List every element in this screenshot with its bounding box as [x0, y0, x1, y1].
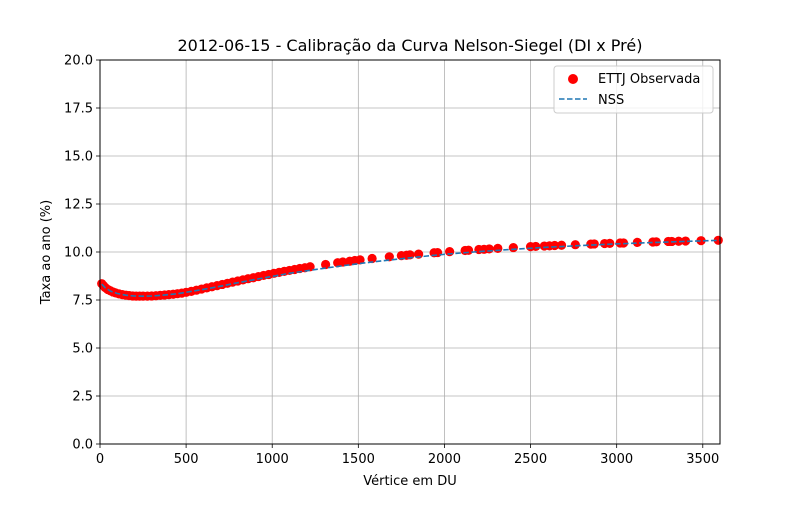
- x-tick-label: 3000: [600, 452, 633, 467]
- y-tick-label: 7.5: [72, 294, 93, 309]
- observed-point: [605, 238, 615, 248]
- tick-layer: 0 500 1000 1500 2000 2500 3000 3500 0.0 2.5 5.0 7.5…: [64, 54, 719, 468]
- observed-point: [305, 262, 315, 272]
- observed-point: [556, 240, 567, 250]
- y-tick-label: 5.0: [72, 342, 93, 357]
- y-tick-label: 0.0: [72, 438, 93, 453]
- legend: ETTJ Observada NSS: [553, 65, 714, 114]
- y-tick-label: 10.0: [64, 246, 93, 261]
- x-tick-label: 2000: [428, 452, 461, 467]
- observed-point: [445, 247, 455, 257]
- observed-point: [463, 245, 474, 255]
- chart-title: 2012-06-15 - Calibração da Curva Nelson-…: [178, 36, 643, 55]
- observed-point: [680, 236, 691, 246]
- observed-point: [570, 240, 580, 250]
- y-tick-label: 12.5: [64, 198, 93, 213]
- observed-point: [367, 253, 377, 264]
- observed-point: [713, 235, 723, 245]
- y-tick-label: 15.0: [64, 150, 93, 165]
- observed-point: [531, 241, 541, 252]
- y-axis-label: Taxa ao ano (%): [39, 200, 54, 305]
- x-tick-label: 1500: [342, 452, 375, 467]
- y-tick-label: 2.5: [72, 390, 93, 405]
- x-axis-label: Vértice em DU: [363, 474, 457, 489]
- x-tick-label: 500: [174, 452, 199, 467]
- nss-fit-line: [101, 239, 721, 298]
- observed-point: [696, 236, 706, 246]
- observed-point: [508, 242, 518, 253]
- observed-point: [484, 244, 494, 254]
- x-tick-label: 0: [96, 452, 104, 467]
- x-tick-label: 2500: [514, 452, 547, 467]
- x-tick-label: 1000: [256, 452, 289, 467]
- legend-label-observed: ETTJ Observada: [598, 72, 700, 87]
- observed-point: [674, 236, 684, 246]
- observed-point: [321, 259, 331, 270]
- series-layer: [97, 235, 723, 301]
- y-tick-label: 20.0: [64, 54, 93, 69]
- legend-box: [553, 65, 714, 114]
- observed-point: [589, 239, 599, 249]
- observed-point: [355, 255, 365, 265]
- x-tick-label: 3500: [686, 452, 719, 467]
- observed-point: [493, 243, 503, 253]
- legend-label-fit: NSS: [598, 93, 624, 108]
- observed-point: [338, 257, 348, 267]
- observed-point: [632, 237, 642, 247]
- y-tick-label: 17.5: [64, 102, 93, 117]
- legend-marker-observed: [568, 74, 578, 84]
